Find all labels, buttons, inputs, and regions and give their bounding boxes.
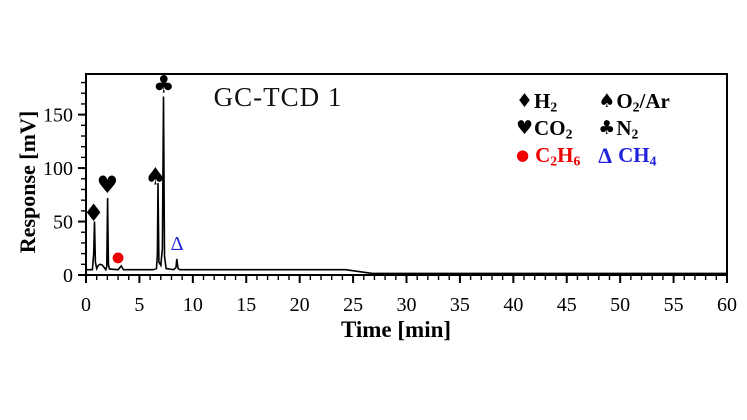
legend-column-2: ♠ O2/Ar ♣ N2 Δ CH4	[598, 88, 670, 169]
y-axis-label: Response [mV]	[15, 110, 40, 254]
legend-label: C2H6	[535, 143, 581, 169]
chart-title: GC-TCD 1	[213, 82, 343, 112]
svg-text:50: 50	[610, 294, 630, 316]
axis-box	[85, 73, 728, 276]
svg-text:25: 25	[343, 294, 363, 316]
svg-text:20: 20	[290, 294, 310, 316]
legend-symbol: ♥	[516, 117, 534, 139]
legend-label: CO2	[534, 116, 573, 142]
legend-symbol: Δ	[598, 142, 613, 168]
svg-text:40: 40	[503, 294, 523, 316]
svg-text:50: 50	[53, 212, 73, 234]
legend-entry: ♠ O2/Ar	[598, 88, 670, 115]
svg-text:5: 5	[134, 294, 144, 316]
legend-column-1: ♦ H2 ♥ CO2 ● C2H6	[516, 88, 580, 169]
legend-label: N2	[616, 116, 639, 142]
x-ticks	[85, 275, 728, 283]
peak-marker-n2: ♣	[153, 71, 175, 99]
x-tick-labels: 0 5 10 15 20 25 30 35 40 45 50 55 60	[81, 294, 737, 316]
legend-entry: Δ CH4	[598, 142, 670, 169]
legend-symbol: ●	[516, 146, 530, 164]
y-ticks	[78, 81, 86, 276]
svg-text:100: 100	[43, 158, 73, 180]
peak-marker-co2: ♥	[97, 171, 119, 199]
x-axis-label: Time [min]	[340, 317, 452, 342]
svg-text:0: 0	[81, 294, 91, 316]
legend-symbol: ♦	[516, 90, 534, 112]
peak-marker-h2: ♦	[83, 199, 105, 227]
peak-markers: ♦♥ ♠ ♣ Δ	[83, 71, 184, 264]
legend-entry: ♣ N2	[598, 115, 670, 142]
svg-text:15: 15	[236, 294, 256, 316]
svg-text:150: 150	[43, 105, 73, 127]
svg-text:10: 10	[183, 294, 203, 316]
svg-text:45: 45	[557, 294, 577, 316]
legend-entry: ♥ CO2	[516, 115, 580, 142]
svg-text:35: 35	[450, 294, 470, 316]
peak-marker-o2-ar: ♠	[145, 163, 167, 191]
legend-label: CH4	[618, 143, 657, 169]
legend: ♦ H2 ♥ CO2 ● C2H6 ♠ O2/Ar ♣ N2 Δ CH4	[516, 88, 670, 169]
signal-trace	[86, 96, 727, 275]
peak-marker-c2h6	[112, 252, 124, 264]
legend-entry: ● C2H6	[516, 142, 580, 169]
svg-text:55: 55	[664, 294, 684, 316]
peak-marker-ch4: Δ	[171, 233, 184, 255]
svg-text:60: 60	[717, 294, 737, 316]
svg-text:0: 0	[63, 265, 73, 287]
legend-label: H2	[534, 89, 558, 115]
svg-text:30: 30	[397, 294, 417, 316]
y-tick-labels: 0 50 100 150	[43, 105, 73, 287]
legend-symbol: ♣	[598, 117, 616, 139]
legend-symbol: ♠	[598, 90, 616, 112]
legend-entry: ♦ H2	[516, 88, 580, 115]
legend-label: O2/Ar	[616, 89, 670, 115]
